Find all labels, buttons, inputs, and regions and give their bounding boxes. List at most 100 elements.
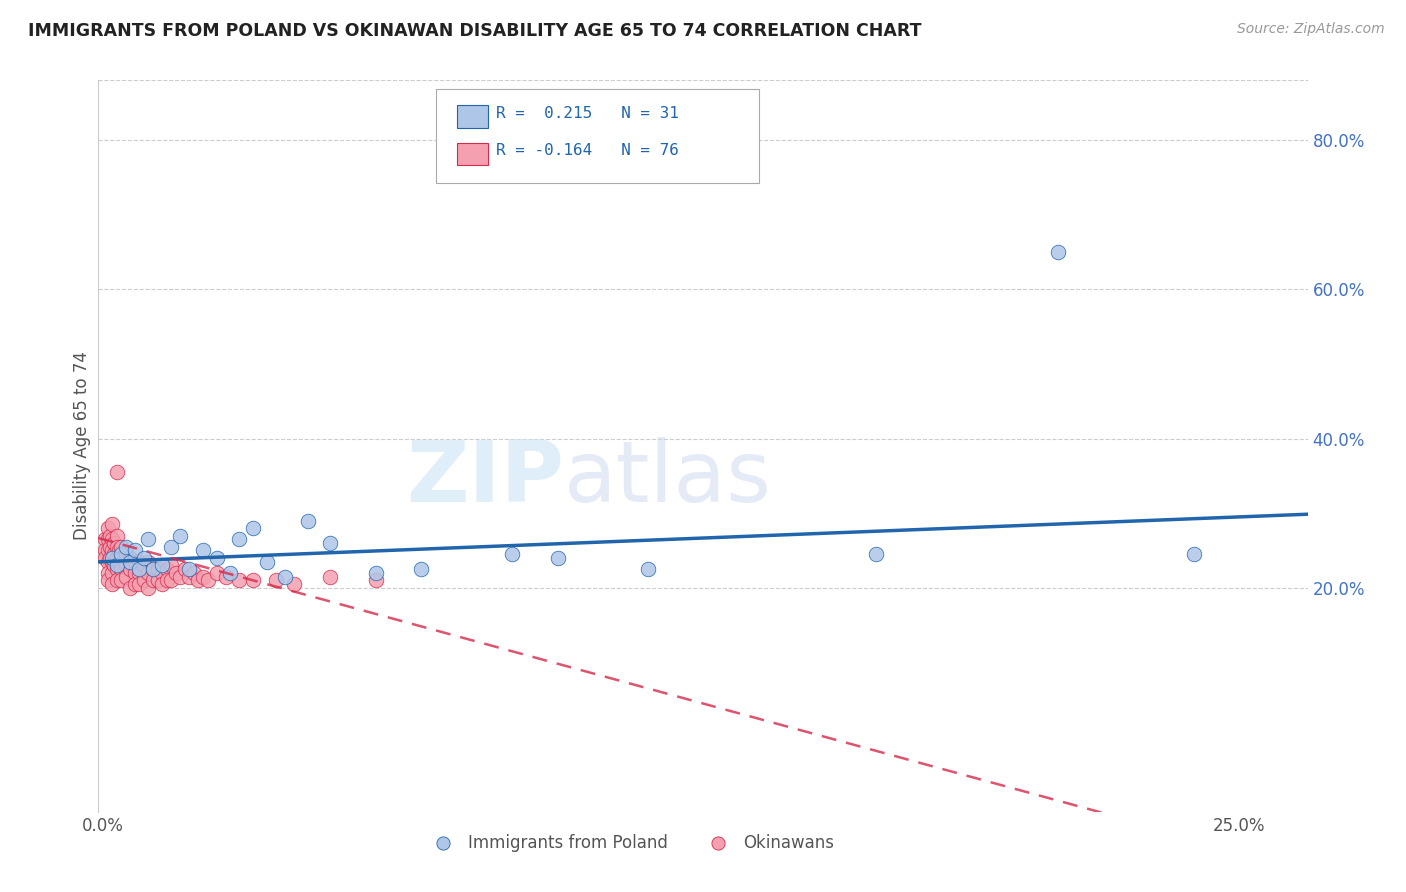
- Y-axis label: Disability Age 65 to 74: Disability Age 65 to 74: [73, 351, 91, 541]
- Point: [138, 555, 160, 569]
- Point: [242, 574, 264, 588]
- Point: [128, 566, 150, 580]
- Point: [124, 577, 146, 591]
- Point: [105, 465, 128, 479]
- Point: [146, 562, 169, 576]
- Point: [179, 569, 201, 583]
- Point: [501, 547, 523, 561]
- Point: [108, 543, 131, 558]
- Point: [264, 574, 287, 588]
- Point: [547, 551, 569, 566]
- Point: [197, 574, 219, 588]
- Point: [1046, 244, 1069, 259]
- Point: [105, 574, 128, 588]
- Point: [242, 521, 264, 535]
- Point: [364, 574, 387, 588]
- Text: R = -0.164   N = 76: R = -0.164 N = 76: [496, 144, 679, 158]
- Text: atlas: atlas: [564, 437, 772, 520]
- Point: [187, 574, 209, 588]
- Point: [637, 562, 659, 576]
- Point: [319, 536, 342, 550]
- Point: [110, 551, 132, 566]
- Point: [101, 551, 124, 566]
- Point: [101, 543, 124, 558]
- Point: [98, 528, 121, 542]
- Point: [228, 533, 250, 547]
- Point: [191, 569, 214, 583]
- Point: [205, 566, 228, 580]
- Point: [169, 569, 191, 583]
- Point: [128, 555, 150, 569]
- Point: [103, 536, 125, 550]
- Point: [94, 551, 117, 566]
- Point: [274, 569, 297, 583]
- Point: [256, 555, 278, 569]
- Point: [105, 562, 128, 576]
- Point: [96, 555, 118, 569]
- Point: [101, 555, 124, 569]
- Point: [319, 569, 342, 583]
- Point: [105, 558, 128, 573]
- Point: [110, 540, 132, 554]
- Point: [114, 558, 136, 573]
- Point: [101, 517, 124, 532]
- Point: [110, 547, 132, 561]
- Point: [150, 558, 173, 573]
- Point: [160, 540, 183, 554]
- Point: [1182, 547, 1205, 561]
- Point: [101, 533, 124, 547]
- Point: [114, 547, 136, 561]
- Point: [96, 521, 118, 535]
- Point: [98, 540, 121, 554]
- Point: [865, 547, 887, 561]
- Point: [142, 574, 165, 588]
- Point: [124, 555, 146, 569]
- Text: IMMIGRANTS FROM POLAND VS OKINAWAN DISABILITY AGE 65 TO 74 CORRELATION CHART: IMMIGRANTS FROM POLAND VS OKINAWAN DISAB…: [28, 22, 921, 40]
- Point: [142, 562, 165, 576]
- Point: [165, 566, 187, 580]
- Point: [98, 551, 121, 566]
- Point: [105, 551, 128, 566]
- Point: [219, 566, 242, 580]
- Point: [103, 547, 125, 561]
- Point: [101, 566, 124, 580]
- Point: [114, 540, 136, 554]
- Point: [128, 562, 150, 576]
- Point: [110, 562, 132, 576]
- Point: [183, 566, 205, 580]
- Point: [138, 533, 160, 547]
- Point: [169, 528, 191, 542]
- Point: [215, 569, 238, 583]
- Point: [110, 574, 132, 588]
- Point: [103, 558, 125, 573]
- Point: [146, 574, 169, 588]
- Point: [155, 562, 177, 576]
- Point: [120, 581, 142, 595]
- Point: [94, 533, 117, 547]
- Point: [128, 577, 150, 591]
- Point: [160, 558, 183, 573]
- Point: [132, 558, 155, 573]
- Point: [191, 543, 214, 558]
- Point: [108, 555, 131, 569]
- Text: Source: ZipAtlas.com: Source: ZipAtlas.com: [1237, 22, 1385, 37]
- Point: [142, 562, 165, 576]
- Text: R =  0.215   N = 31: R = 0.215 N = 31: [496, 106, 679, 120]
- Point: [132, 574, 155, 588]
- Point: [96, 533, 118, 547]
- Text: ZIP: ZIP: [406, 437, 564, 520]
- Point: [105, 528, 128, 542]
- Point: [297, 514, 319, 528]
- Point: [173, 562, 195, 576]
- Point: [120, 562, 142, 576]
- Point: [96, 543, 118, 558]
- Legend: Immigrants from Poland, Okinawans: Immigrants from Poland, Okinawans: [420, 827, 841, 858]
- Point: [138, 566, 160, 580]
- Point: [138, 581, 160, 595]
- Point: [160, 574, 183, 588]
- Point: [132, 551, 155, 566]
- Point: [120, 551, 142, 566]
- Point: [411, 562, 433, 576]
- Point: [150, 577, 173, 591]
- Point: [364, 566, 387, 580]
